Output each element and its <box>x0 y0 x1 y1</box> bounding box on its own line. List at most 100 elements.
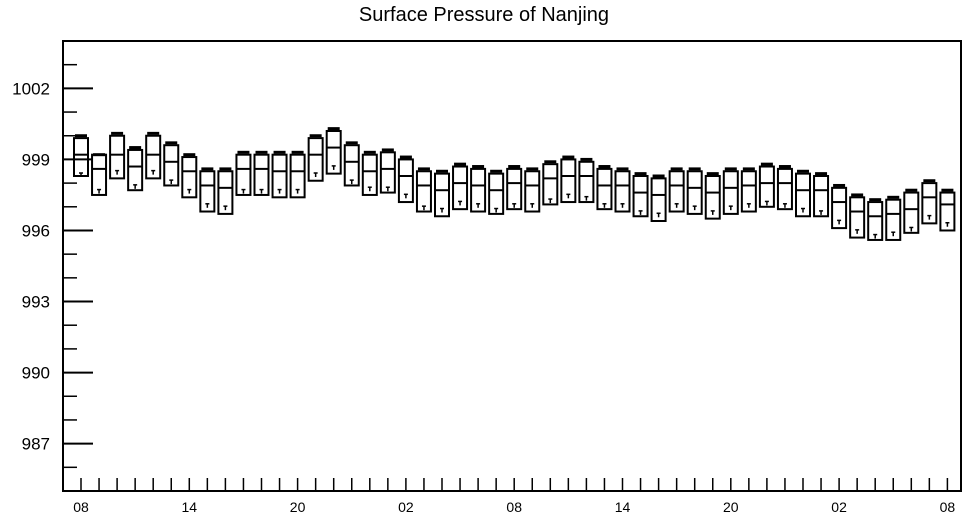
box-body <box>668 170 685 213</box>
box <box>903 188 920 234</box>
box-body <box>614 170 631 213</box>
box-body <box>199 170 216 213</box>
box <box>542 160 559 206</box>
x-tick-label: 14 <box>182 499 198 515</box>
box-body <box>578 160 595 204</box>
box-body <box>758 165 775 208</box>
box-body <box>560 158 577 204</box>
x-tick-label: 08 <box>940 499 956 515</box>
box-body <box>109 134 126 180</box>
box <box>813 172 830 218</box>
box-body <box>217 170 234 215</box>
box <box>91 153 108 196</box>
box-series <box>73 127 956 241</box>
box <box>722 167 739 215</box>
x-tick-label: 02 <box>398 499 414 515</box>
box-body <box>73 137 89 178</box>
box <box>867 198 884 241</box>
box <box>488 169 505 215</box>
box <box>73 134 89 178</box>
box <box>379 148 396 194</box>
box <box>217 167 234 215</box>
box-body <box>325 130 342 175</box>
box <box>795 169 811 218</box>
x-axis: 08 14 20 02 08 14 20 02 08 <box>73 478 955 515</box>
x-tick-label: 20 <box>290 499 306 515</box>
box-body <box>397 158 414 204</box>
y-tick-label: 987 <box>22 435 50 454</box>
box <box>109 131 126 180</box>
box-body <box>776 167 793 211</box>
box-body <box>127 148 144 192</box>
box <box>560 155 577 204</box>
x-tick-label: 08 <box>506 499 522 515</box>
box <box>343 141 360 187</box>
box-body <box>235 153 252 196</box>
box-body <box>307 137 324 182</box>
box <box>704 172 721 220</box>
box <box>849 193 866 239</box>
box <box>776 165 793 211</box>
box <box>307 134 324 182</box>
box <box>127 146 144 192</box>
box <box>199 167 216 213</box>
box <box>524 167 541 213</box>
x-tick-label: 14 <box>615 499 631 515</box>
box-body <box>181 156 198 199</box>
box-body <box>849 196 866 239</box>
y-tick-label: 999 <box>22 150 50 169</box>
box <box>740 167 757 213</box>
box-body <box>650 177 667 223</box>
x-tick-label: 20 <box>723 499 739 515</box>
box-body <box>434 172 450 218</box>
box <box>271 150 288 199</box>
box-body <box>488 172 505 215</box>
box <box>632 172 649 218</box>
box-body <box>596 167 613 211</box>
box-body <box>885 198 902 241</box>
box-body <box>632 175 649 218</box>
box <box>145 131 162 180</box>
box <box>650 174 667 223</box>
box <box>885 195 902 241</box>
box <box>235 150 252 196</box>
box <box>253 150 270 196</box>
box-body <box>343 144 360 187</box>
box <box>397 155 414 204</box>
box-body <box>686 170 703 215</box>
box <box>668 167 685 213</box>
box-body <box>903 191 920 234</box>
box <box>758 162 775 208</box>
y-tick-label: 996 <box>22 221 50 240</box>
box <box>163 141 180 187</box>
box-body <box>831 186 848 230</box>
box-body <box>867 201 884 241</box>
box-body <box>939 191 956 232</box>
box-body <box>163 144 180 187</box>
y-tick-label: 990 <box>22 364 50 383</box>
y-tick-label: 1002 <box>12 79 50 98</box>
box-body <box>289 153 306 199</box>
box-body <box>361 153 378 196</box>
x-tick-label: 02 <box>831 499 847 515</box>
box <box>325 127 342 175</box>
box-body <box>145 134 162 180</box>
box-body <box>271 153 288 199</box>
box <box>831 183 848 230</box>
box-body <box>470 167 487 213</box>
box-body <box>813 175 830 218</box>
box-body <box>704 175 721 220</box>
box-body <box>740 170 757 213</box>
chart-title: Surface Pressure of Nanjing <box>358 4 610 26</box>
box <box>289 150 306 199</box>
box <box>578 157 595 204</box>
box-body <box>722 170 739 215</box>
y-tick-label: 993 <box>22 293 50 312</box>
box <box>596 165 613 211</box>
box-body <box>542 163 559 206</box>
box <box>939 188 956 232</box>
box <box>361 150 378 196</box>
box-body <box>379 151 396 194</box>
plot-frame <box>62 40 962 492</box>
